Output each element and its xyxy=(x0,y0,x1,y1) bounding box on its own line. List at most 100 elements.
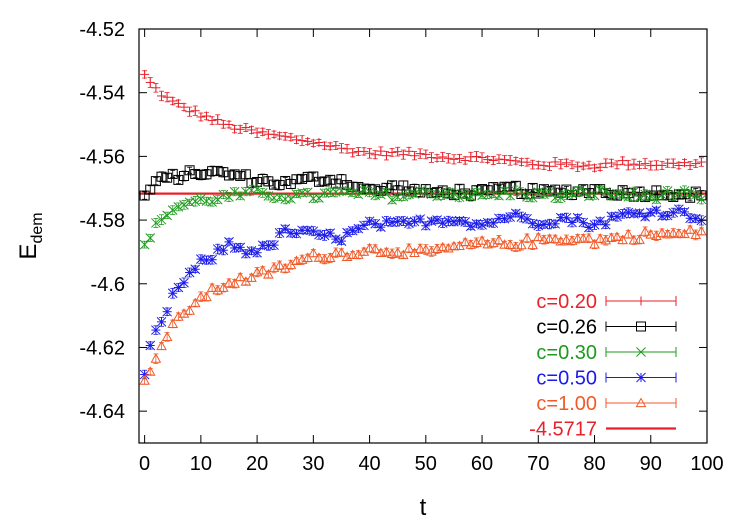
data-point xyxy=(505,190,516,201)
data-point xyxy=(500,155,510,165)
legend-label: c=0.30 xyxy=(536,342,597,364)
data-point xyxy=(504,239,516,249)
data-point xyxy=(286,132,296,142)
y-tick-label: -4.52 xyxy=(79,19,125,41)
data-point xyxy=(324,252,336,263)
data-point xyxy=(561,189,572,200)
data-point xyxy=(612,160,622,170)
data-point xyxy=(449,154,459,164)
data-point xyxy=(488,218,499,228)
data-point xyxy=(269,129,279,139)
data-point xyxy=(437,218,448,228)
x-tick-label: 10 xyxy=(190,453,212,475)
data-point xyxy=(262,268,274,279)
data-point xyxy=(667,227,679,238)
data-point xyxy=(258,127,268,137)
data-point xyxy=(285,194,296,204)
data-point xyxy=(555,192,566,203)
data-point xyxy=(303,136,313,146)
data-point xyxy=(448,240,460,251)
data-point xyxy=(179,200,189,210)
data-point xyxy=(595,185,606,195)
data-point xyxy=(578,187,589,197)
data-point xyxy=(224,120,234,130)
data-point xyxy=(173,282,184,293)
data-point xyxy=(539,161,549,171)
data-point xyxy=(516,187,527,198)
data-point xyxy=(252,128,262,138)
legend-marker xyxy=(636,347,646,357)
data-point xyxy=(145,340,156,351)
data-point xyxy=(589,219,600,230)
data-point xyxy=(640,211,650,222)
data-point xyxy=(493,234,505,245)
legend-marker xyxy=(635,397,647,408)
data-point xyxy=(173,202,184,212)
data-point xyxy=(611,231,623,241)
data-point xyxy=(685,161,695,171)
data-point xyxy=(634,234,645,244)
data-point xyxy=(561,158,571,168)
data-point xyxy=(336,143,346,153)
data-point xyxy=(420,187,431,198)
data-point xyxy=(606,232,617,242)
data-point xyxy=(252,247,262,258)
data-point xyxy=(454,215,465,226)
data-point xyxy=(196,254,206,264)
data-point xyxy=(179,102,189,112)
data-point xyxy=(573,162,583,172)
data-point xyxy=(139,190,150,201)
data-point xyxy=(207,116,217,126)
data-point xyxy=(151,83,161,93)
data-point xyxy=(212,244,223,254)
data-point xyxy=(308,171,319,182)
data-point xyxy=(527,218,538,229)
data-point xyxy=(510,185,521,196)
data-point xyxy=(532,231,544,242)
data-point xyxy=(415,214,426,224)
data-point xyxy=(229,278,240,288)
data-point xyxy=(140,69,150,79)
data-point xyxy=(185,107,195,117)
data-point xyxy=(348,148,358,158)
data-point xyxy=(421,149,431,159)
x-tick-label: 20 xyxy=(246,453,268,475)
data-point xyxy=(404,146,414,156)
data-point xyxy=(268,179,279,190)
data-point xyxy=(162,306,172,317)
data-point xyxy=(516,212,527,222)
data-point xyxy=(314,193,324,203)
data-point xyxy=(145,233,156,243)
data-point xyxy=(483,155,493,165)
y-axis-title: Edem xyxy=(15,212,46,259)
data-point xyxy=(274,259,285,270)
data-point xyxy=(235,242,246,253)
data-point xyxy=(207,166,218,177)
y-tick-label: -4.58 xyxy=(79,210,125,232)
data-point xyxy=(577,232,589,243)
data-point xyxy=(212,165,223,176)
data-point xyxy=(511,156,521,166)
data-point xyxy=(561,234,572,245)
data-point xyxy=(572,233,584,243)
data-point xyxy=(617,209,628,219)
data-point xyxy=(381,246,392,257)
y-tick-label: -4.64 xyxy=(79,401,125,423)
x-tick-label: 50 xyxy=(415,453,437,475)
legend-label: c=0.20 xyxy=(536,291,597,313)
data-point xyxy=(184,305,195,315)
data-point xyxy=(415,149,425,159)
data-point xyxy=(668,191,679,202)
data-point xyxy=(420,220,431,231)
data-point xyxy=(459,236,471,247)
data-point xyxy=(151,218,161,228)
data-point xyxy=(307,247,319,258)
x-tick-label: 30 xyxy=(302,453,324,475)
data-point xyxy=(516,239,527,250)
data-point xyxy=(319,176,330,187)
data-point xyxy=(465,191,476,202)
data-point xyxy=(527,182,538,193)
legend-marker xyxy=(636,296,646,306)
data-point xyxy=(223,277,235,288)
